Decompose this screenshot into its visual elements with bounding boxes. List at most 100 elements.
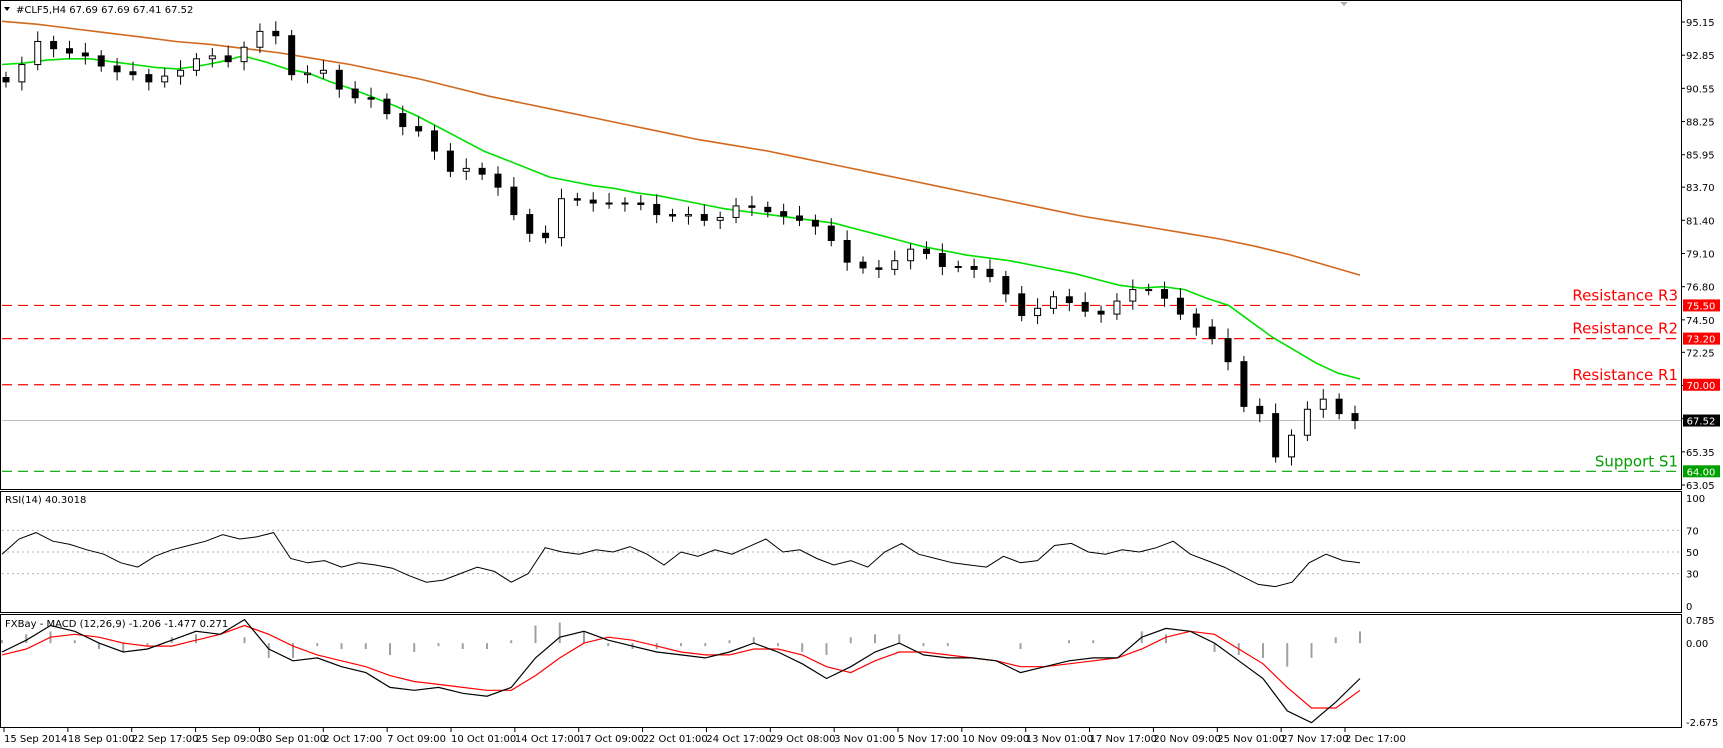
axis-layer: 95.15 92.85 90.55 88.25 85.95 83.70 81.40 79.10… — [3, 18, 1720, 745]
x-tick-label: 25 Sep 09:00 — [196, 734, 263, 745]
candle-body — [621, 202, 629, 205]
x-tick-label: 17 Nov 17:00 — [1090, 734, 1157, 745]
candle-body — [684, 214, 692, 217]
scroll-marker-icon[interactable] — [1340, 2, 1348, 6]
candle-body — [891, 260, 899, 270]
candle-body — [240, 46, 248, 63]
candle-body — [304, 72, 312, 76]
candle-body — [177, 69, 185, 77]
candle-body — [669, 214, 677, 217]
candle-body — [1176, 297, 1184, 315]
level-tag-label: 64.00 — [1687, 467, 1716, 478]
candle-body — [81, 52, 89, 57]
macd-label: FXBay - MACD (12,26,9) -1.206 -1.477 0.2… — [5, 619, 228, 630]
candle-body — [811, 219, 819, 227]
x-tick-label: 15 Sep 2014 — [4, 734, 67, 745]
candle-body — [1081, 302, 1089, 312]
candle-body — [415, 126, 423, 132]
candle-body — [1161, 289, 1169, 299]
x-tick-label: 20 Nov 09:00 — [1153, 734, 1220, 745]
candle-body — [605, 202, 613, 205]
rsi-tick-label: 70 — [1686, 526, 1699, 537]
x-tick-label: 24 Oct 17:00 — [706, 734, 771, 745]
candle-body — [1288, 434, 1296, 458]
macd-main-line — [1, 618, 1361, 724]
candle-body — [97, 55, 105, 67]
macd-tick-label: -2.675 — [1686, 718, 1718, 729]
chart-header: #CLF5,H4 67.69 67.69 67.41 67.52 — [16, 5, 193, 16]
candle-body — [875, 267, 883, 270]
candle-body — [557, 198, 565, 239]
candle-body — [526, 214, 534, 234]
candle-body — [510, 186, 518, 216]
candle-body — [478, 167, 486, 175]
price-panel — [0, 0, 1682, 490]
candle-body — [462, 167, 470, 172]
price-layer: Resistance R3 Resistance R2 Resistance R1 S… — [1, 20, 1681, 472]
price-tick-label: 65.35 — [1686, 448, 1715, 459]
collapse-arrow-icon[interactable] — [4, 7, 10, 11]
candle-body — [192, 58, 200, 71]
level-tag — [1683, 332, 1720, 345]
level-tag-label: 73.20 — [1687, 335, 1716, 346]
rsi-layer — [1, 529, 1681, 588]
x-tick-label: 18 Sep 01:00 — [68, 734, 135, 745]
candle-body — [145, 74, 153, 83]
candle-body — [446, 150, 454, 172]
price-tick-label: 85.95 — [1686, 151, 1715, 162]
candle-body — [780, 211, 788, 217]
x-tick-label: 2 Oct 17:00 — [323, 734, 382, 745]
candle-body — [129, 71, 137, 76]
candle-body — [399, 113, 407, 128]
macd-signal-line — [1, 624, 1361, 709]
rsi-panel — [0, 491, 1682, 613]
candle-body — [796, 215, 804, 221]
candle-body — [1240, 361, 1248, 407]
candle-body — [573, 198, 581, 201]
candle-body — [1335, 398, 1343, 415]
price-tick-label: 92.85 — [1686, 51, 1715, 62]
candle-body — [970, 265, 978, 270]
macd-tick-label: 0.00 — [1686, 639, 1708, 650]
candle-body — [938, 253, 946, 267]
candle-body — [1049, 296, 1057, 309]
candle-body — [748, 205, 756, 208]
price-tick-label: 90.55 — [1686, 84, 1715, 95]
candle-body — [161, 75, 169, 83]
x-tick-label: 29 Oct 08:00 — [770, 734, 835, 745]
candle-body — [224, 55, 232, 63]
x-tick-label: 27 Nov 17:00 — [1281, 734, 1348, 745]
candle-body — [637, 202, 645, 205]
candle-body — [1256, 405, 1264, 415]
x-tick-label: 30 Sep 01:00 — [259, 734, 326, 745]
x-tick-label: 3 Nov 01:00 — [834, 734, 895, 745]
candle-body — [859, 261, 867, 269]
candle-body — [1145, 289, 1153, 292]
rsi-tick-label: 100 — [1686, 494, 1705, 505]
candle-body — [34, 40, 42, 66]
level-tag — [1683, 378, 1720, 391]
price-tick-label: 83.70 — [1686, 183, 1715, 194]
candle-body — [1192, 313, 1200, 328]
candle-body — [335, 69, 343, 90]
candle-body — [494, 173, 502, 188]
candle-body — [351, 88, 359, 99]
candle-body — [272, 30, 280, 37]
candle-body — [700, 214, 708, 221]
macd-layer — [1, 618, 1361, 724]
candle-body — [716, 216, 724, 221]
current-price-label: 67.52 — [1687, 417, 1716, 428]
price-tick-label: 74.50 — [1686, 316, 1715, 327]
candle-body — [1113, 300, 1121, 315]
candle-body — [1018, 293, 1026, 317]
level-tag-label: 75.50 — [1687, 301, 1716, 312]
candle-body — [1224, 338, 1232, 363]
candle-body — [50, 40, 58, 50]
candle-body — [1208, 326, 1216, 340]
candle-body — [1303, 408, 1311, 436]
candle-body — [922, 248, 930, 254]
candle-body — [827, 225, 835, 242]
candle-body — [1034, 307, 1042, 317]
candle-body — [589, 199, 597, 204]
